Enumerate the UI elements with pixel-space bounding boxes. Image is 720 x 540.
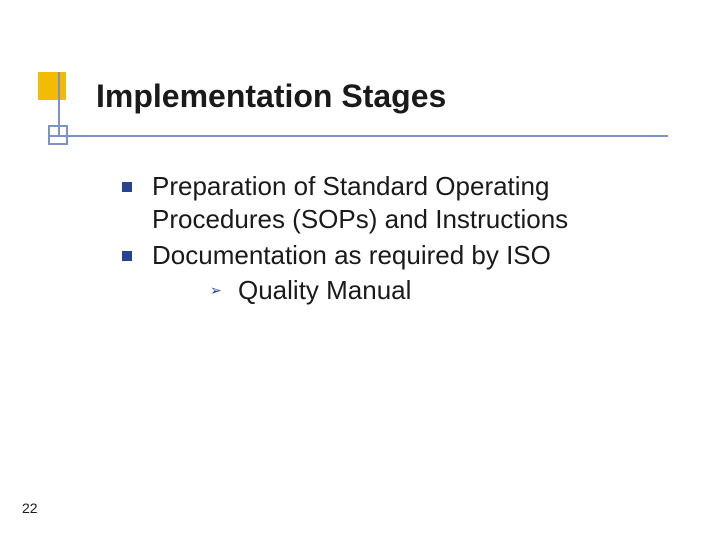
decoration-horizontal-line: [48, 135, 668, 137]
bullet-text: Preparation of Standard Operating Proced…: [152, 171, 568, 234]
sub-bullet-item: ➢ Quality Manual: [152, 274, 668, 307]
page-number: 22: [22, 500, 38, 516]
square-bullet-icon: [122, 251, 132, 261]
accent-square-icon: [38, 72, 66, 100]
bullet-item: Documentation as required by ISO ➢ Quali…: [108, 239, 668, 306]
square-bullet-icon: [122, 182, 132, 192]
slide-body: Preparation of Standard Operating Proced…: [108, 170, 668, 310]
bullet-item: Preparation of Standard Operating Proced…: [108, 170, 668, 235]
slide: Implementation Stages Preparation of Sta…: [0, 0, 720, 540]
sub-bullet-text: Quality Manual: [238, 275, 411, 305]
arrow-bullet-icon: ➢: [210, 282, 222, 300]
decoration-outline-square: [48, 125, 68, 145]
slide-title: Implementation Stages: [96, 78, 446, 115]
bullet-text: Documentation as required by ISO: [152, 240, 551, 270]
